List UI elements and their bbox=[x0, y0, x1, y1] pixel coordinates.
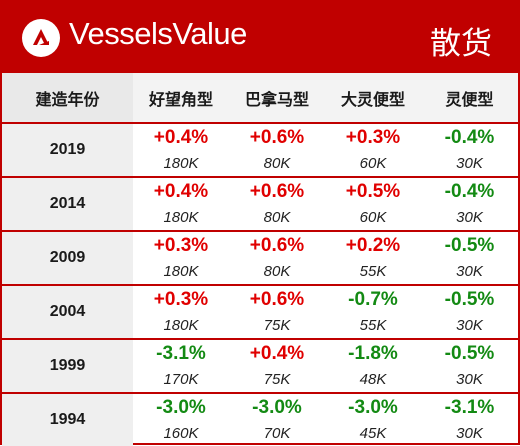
vessel-value: 60K bbox=[359, 209, 387, 226]
vessel-value: 70K bbox=[263, 425, 291, 442]
column-header-handysize: 灵便型 bbox=[421, 73, 518, 124]
percent-change: +0.2% bbox=[345, 235, 401, 256]
valuation-cell: -1.8% 48K bbox=[325, 339, 421, 394]
vessel-value: 80K bbox=[263, 263, 291, 280]
percent-change: -3.0% bbox=[252, 397, 302, 418]
valuation-cell: +0.6% 80K bbox=[229, 123, 325, 178]
percent-change: -0.7% bbox=[348, 289, 398, 310]
valuation-cell: -0.5% 30K bbox=[421, 285, 518, 340]
percent-change: -3.0% bbox=[348, 397, 398, 418]
percent-change: +0.6% bbox=[249, 235, 305, 256]
percent-change: +0.6% bbox=[249, 181, 305, 202]
percent-change: +0.3% bbox=[345, 127, 401, 148]
vessel-value: 75K bbox=[263, 317, 291, 334]
vessel-value: 180K bbox=[163, 263, 199, 280]
vessel-value: 30K bbox=[456, 155, 483, 172]
percent-change: -0.4% bbox=[444, 181, 495, 202]
percent-change: +0.6% bbox=[249, 127, 305, 148]
valuation-cell: +0.3% 180K bbox=[133, 285, 229, 340]
vessel-value: 180K bbox=[163, 209, 199, 226]
build-year-cell: 2014 bbox=[2, 177, 133, 232]
percent-change: +0.6% bbox=[249, 289, 305, 310]
percent-change: -0.4% bbox=[444, 127, 495, 148]
vessel-value: 30K bbox=[456, 263, 483, 280]
table-row: 2009 +0.3% 180K +0.6% 80K +0.2% 55K -0.5% 30K bbox=[2, 231, 518, 286]
vessel-value: 180K bbox=[163, 317, 199, 334]
column-header-capesize: 好望角型 bbox=[133, 73, 229, 124]
valuation-cell: +0.2% 55K bbox=[325, 231, 421, 286]
vessel-value: 30K bbox=[456, 371, 483, 388]
percent-change: +0.4% bbox=[153, 127, 209, 148]
percent-change: +0.5% bbox=[345, 181, 401, 202]
percent-change: +0.4% bbox=[153, 181, 209, 202]
table-row: 1999 -3.1% 170K +0.4% 75K -1.8% 48K -0.5% 30K bbox=[2, 339, 518, 394]
column-header-build-year: 建造年份 bbox=[2, 73, 133, 124]
panel-header: VesselsValue 散货 bbox=[2, 2, 518, 73]
vessel-value: 30K bbox=[456, 317, 483, 334]
valuation-cell: -0.4% 30K bbox=[421, 177, 518, 232]
valuation-cell: +0.5% 60K bbox=[325, 177, 421, 232]
valuation-cell: +0.3% 60K bbox=[325, 123, 421, 178]
column-header-panamax: 巴拿马型 bbox=[229, 73, 325, 124]
valuation-cell: -3.0% 45K bbox=[325, 393, 421, 446]
percent-change: -3.1% bbox=[444, 397, 495, 418]
percent-change: +0.3% bbox=[153, 289, 209, 310]
vessel-value: 80K bbox=[263, 155, 291, 172]
vesselsvalue-logo-icon bbox=[22, 19, 60, 57]
build-year-cell: 2019 bbox=[2, 123, 133, 178]
valuation-cell: +0.4% 75K bbox=[229, 339, 325, 394]
valuation-cell: +0.4% 180K bbox=[133, 177, 229, 232]
table-row: 1994 -3.0% 160K -3.0% 70K -3.0% 45K -3.1% 30K bbox=[2, 393, 518, 446]
valuation-cell: -3.1% 30K bbox=[421, 393, 518, 446]
percent-change: -3.1% bbox=[156, 343, 206, 364]
valuation-cell: +0.4% 180K bbox=[133, 123, 229, 178]
valuation-cell: +0.6% 80K bbox=[229, 177, 325, 232]
vessel-value: 160K bbox=[163, 425, 199, 442]
vessel-value: 80K bbox=[263, 209, 291, 226]
vessel-value: 45K bbox=[359, 425, 387, 442]
percent-change: -3.0% bbox=[156, 397, 206, 418]
valuation-cell: +0.6% 75K bbox=[229, 285, 325, 340]
valuation-cell: -0.4% 30K bbox=[421, 123, 518, 178]
vessel-value: 180K bbox=[163, 155, 199, 172]
table-row: 2014 +0.4% 180K +0.6% 80K +0.5% 60K -0.4% 30K bbox=[2, 177, 518, 232]
table-row: 2004 +0.3% 180K +0.6% 75K -0.7% 55K -0.5% 30K bbox=[2, 285, 518, 340]
build-year-cell: 1999 bbox=[2, 339, 133, 394]
vessel-value: 48K bbox=[359, 371, 387, 388]
percent-change: +0.3% bbox=[153, 235, 209, 256]
valuation-cell: +0.6% 80K bbox=[229, 231, 325, 286]
table-row: 2019 +0.4% 180K +0.6% 80K +0.3% 60K -0.4% 30K bbox=[2, 123, 518, 178]
vessel-value: 30K bbox=[456, 209, 483, 226]
category-label: 散货 bbox=[430, 26, 492, 62]
vessel-value: 170K bbox=[163, 371, 199, 388]
build-year-cell: 2004 bbox=[2, 285, 133, 340]
vessel-value: 75K bbox=[263, 371, 291, 388]
percent-change: -0.5% bbox=[444, 343, 495, 364]
valuation-cell: -0.7% 55K bbox=[325, 285, 421, 340]
vessel-value: 30K bbox=[456, 425, 483, 442]
vessel-value: 60K bbox=[359, 155, 387, 172]
valuation-cell: +0.3% 180K bbox=[133, 231, 229, 286]
build-year-cell: 2009 bbox=[2, 231, 133, 286]
table-header-row: 建造年份 好望角型 巴拿马型 大灵便型 灵便型 bbox=[2, 73, 518, 124]
valuation-cell: -3.1% 170K bbox=[133, 339, 229, 394]
valuation-cell: -3.0% 70K bbox=[229, 393, 325, 446]
percent-change: -1.8% bbox=[348, 343, 398, 364]
valuation-cell: -3.0% 160K bbox=[133, 393, 229, 446]
build-year-cell: 1994 bbox=[2, 393, 133, 446]
column-header-supramax: 大灵便型 bbox=[325, 73, 421, 124]
percent-change: +0.4% bbox=[249, 343, 305, 364]
valuation-cell: -0.5% 30K bbox=[421, 231, 518, 286]
vessel-value: 55K bbox=[359, 317, 387, 334]
brand-name: VesselsValue bbox=[69, 16, 247, 51]
percent-change: -0.5% bbox=[444, 289, 495, 310]
percent-change: -0.5% bbox=[444, 235, 495, 256]
vessel-value: 55K bbox=[359, 263, 387, 280]
valuation-cell: -0.5% 30K bbox=[421, 339, 518, 394]
valuation-table: 建造年份 好望角型 巴拿马型 大灵便型 灵便型 2019 +0.4% 180K +0.… bbox=[2, 73, 518, 446]
